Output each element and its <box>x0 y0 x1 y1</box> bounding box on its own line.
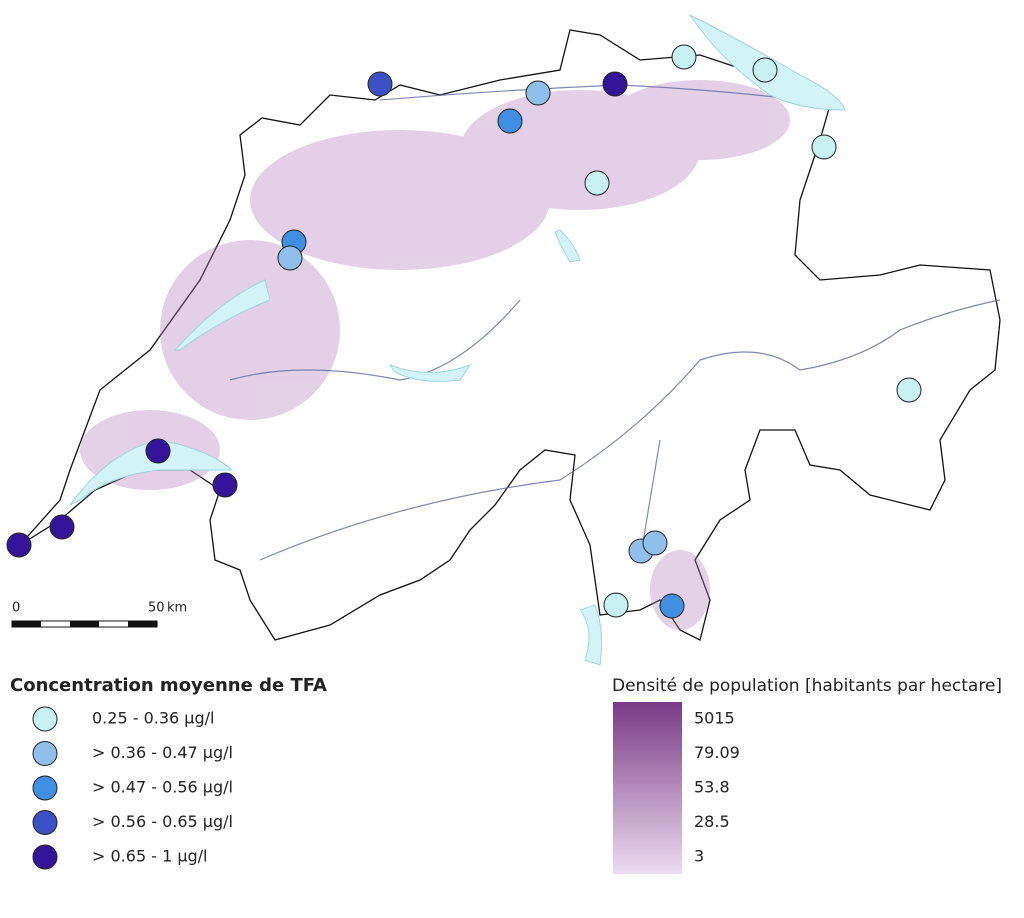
legend-swatch <box>32 706 58 732</box>
station <box>497 108 523 134</box>
station <box>603 592 629 618</box>
legend-label: > 0.56 - 0.65 µg/l <box>92 812 233 831</box>
station <box>642 530 668 556</box>
density-label: 3 <box>694 847 704 866</box>
station <box>277 245 303 271</box>
station <box>602 71 628 97</box>
scale-end: 50 <box>148 601 165 616</box>
scale-bar: 0 50 km <box>11 601 187 628</box>
density-label: 5015 <box>694 709 735 728</box>
station <box>49 514 75 540</box>
legend: 0.25 - 0.36 µg/l > 0.36 - 0.47 µg/l > 0.47… <box>32 706 233 870</box>
station <box>367 71 393 97</box>
scale-start: 0 <box>12 601 20 616</box>
legend-swatch <box>32 741 58 766</box>
station <box>525 80 551 106</box>
legend-swatch <box>32 810 58 835</box>
population-texture <box>80 80 790 630</box>
station <box>6 532 32 558</box>
legend-label: 0.25 - 0.36 µg/l <box>92 709 214 728</box>
density-label: 53.8 <box>694 778 730 797</box>
station <box>659 593 685 619</box>
legend-label: > 0.36 - 0.47 µg/l <box>92 743 233 762</box>
station <box>584 170 610 196</box>
density-title: Densité de population [habitants par hec… <box>612 676 1002 696</box>
legend-label: > 0.65 - 1 µg/l <box>92 847 208 866</box>
legend-swatch <box>32 844 58 870</box>
density-labels: 5015 79.09 53.8 28.5 3 <box>694 709 740 866</box>
scale-unit: km <box>167 601 187 616</box>
station <box>811 134 837 160</box>
station <box>212 472 238 498</box>
legend-swatch <box>32 775 58 801</box>
legend-title: Concentration moyenne de TFA <box>10 675 327 696</box>
station <box>671 44 697 70</box>
density-bar <box>613 702 682 874</box>
station <box>145 438 171 464</box>
stations <box>6 44 922 619</box>
legend-label: > 0.47 - 0.56 µg/l <box>92 778 233 797</box>
station <box>896 377 922 403</box>
station <box>752 57 778 83</box>
density-label: 79.09 <box>694 743 740 762</box>
density-label: 28.5 <box>694 812 730 831</box>
